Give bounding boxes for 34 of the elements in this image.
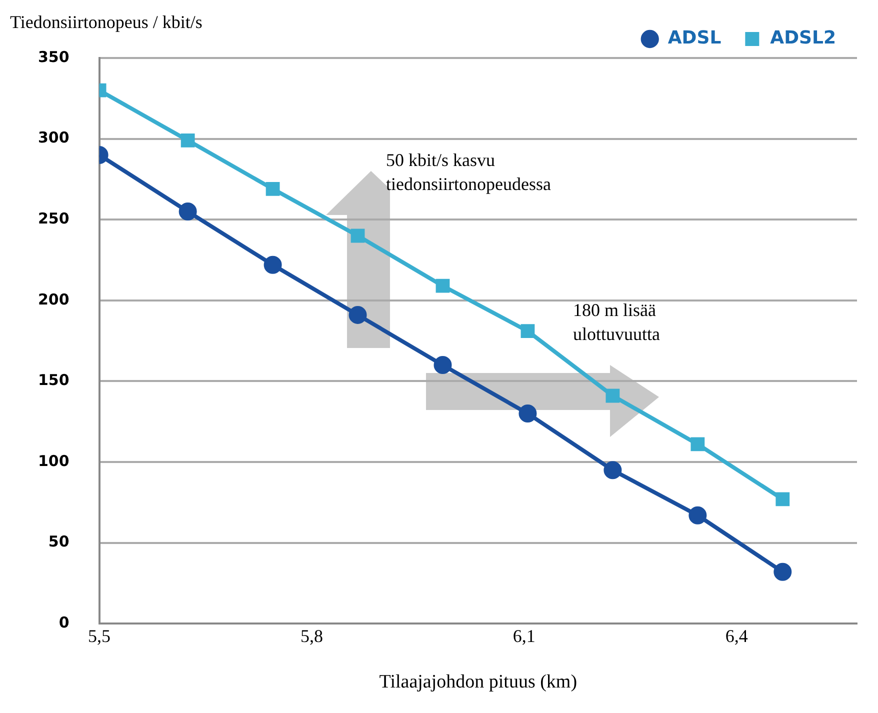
point	[180, 133, 195, 148]
y-tick-label: 300	[38, 128, 70, 147]
x-tick-label: 6,4	[725, 626, 748, 646]
y-tick-label: 250	[38, 209, 70, 228]
point	[776, 492, 790, 506]
point	[520, 324, 535, 338]
legend-label: ADSL	[668, 28, 722, 49]
point	[606, 388, 620, 403]
annotation: 50 kbit/s kasvu tiedonsiirtonopeudessa	[386, 149, 551, 196]
y-tick-label: 150	[38, 371, 70, 390]
y-tick-label: 200	[38, 290, 70, 308]
x-tick-label: 6,1	[512, 626, 536, 646]
point	[434, 356, 452, 374]
annotation: 180 m lisää ulottuvuutta	[573, 299, 660, 346]
point	[350, 228, 365, 243]
point	[348, 306, 367, 324]
point	[518, 404, 537, 423]
legend-label: ADSL2	[770, 28, 836, 49]
x-axis-title: Tilaajajohdon pituus (km)	[379, 672, 578, 693]
x-tick-label: 5,5	[88, 626, 111, 646]
y-axis-title: Tiedonsiirtonopeus / kbit/s	[10, 12, 202, 32]
y-tick-label: 100	[38, 452, 70, 470]
point	[774, 562, 792, 581]
point	[178, 202, 197, 221]
point	[604, 461, 622, 480]
point	[688, 506, 707, 524]
point	[690, 437, 705, 452]
y-tick-label: 0	[58, 613, 70, 632]
point	[436, 278, 450, 293]
x-tick-label: 5,8	[300, 626, 323, 646]
y-tick-label: 50	[48, 532, 70, 551]
point	[266, 182, 280, 196]
point	[264, 256, 282, 274]
y-tick-label: 350	[38, 48, 70, 66]
